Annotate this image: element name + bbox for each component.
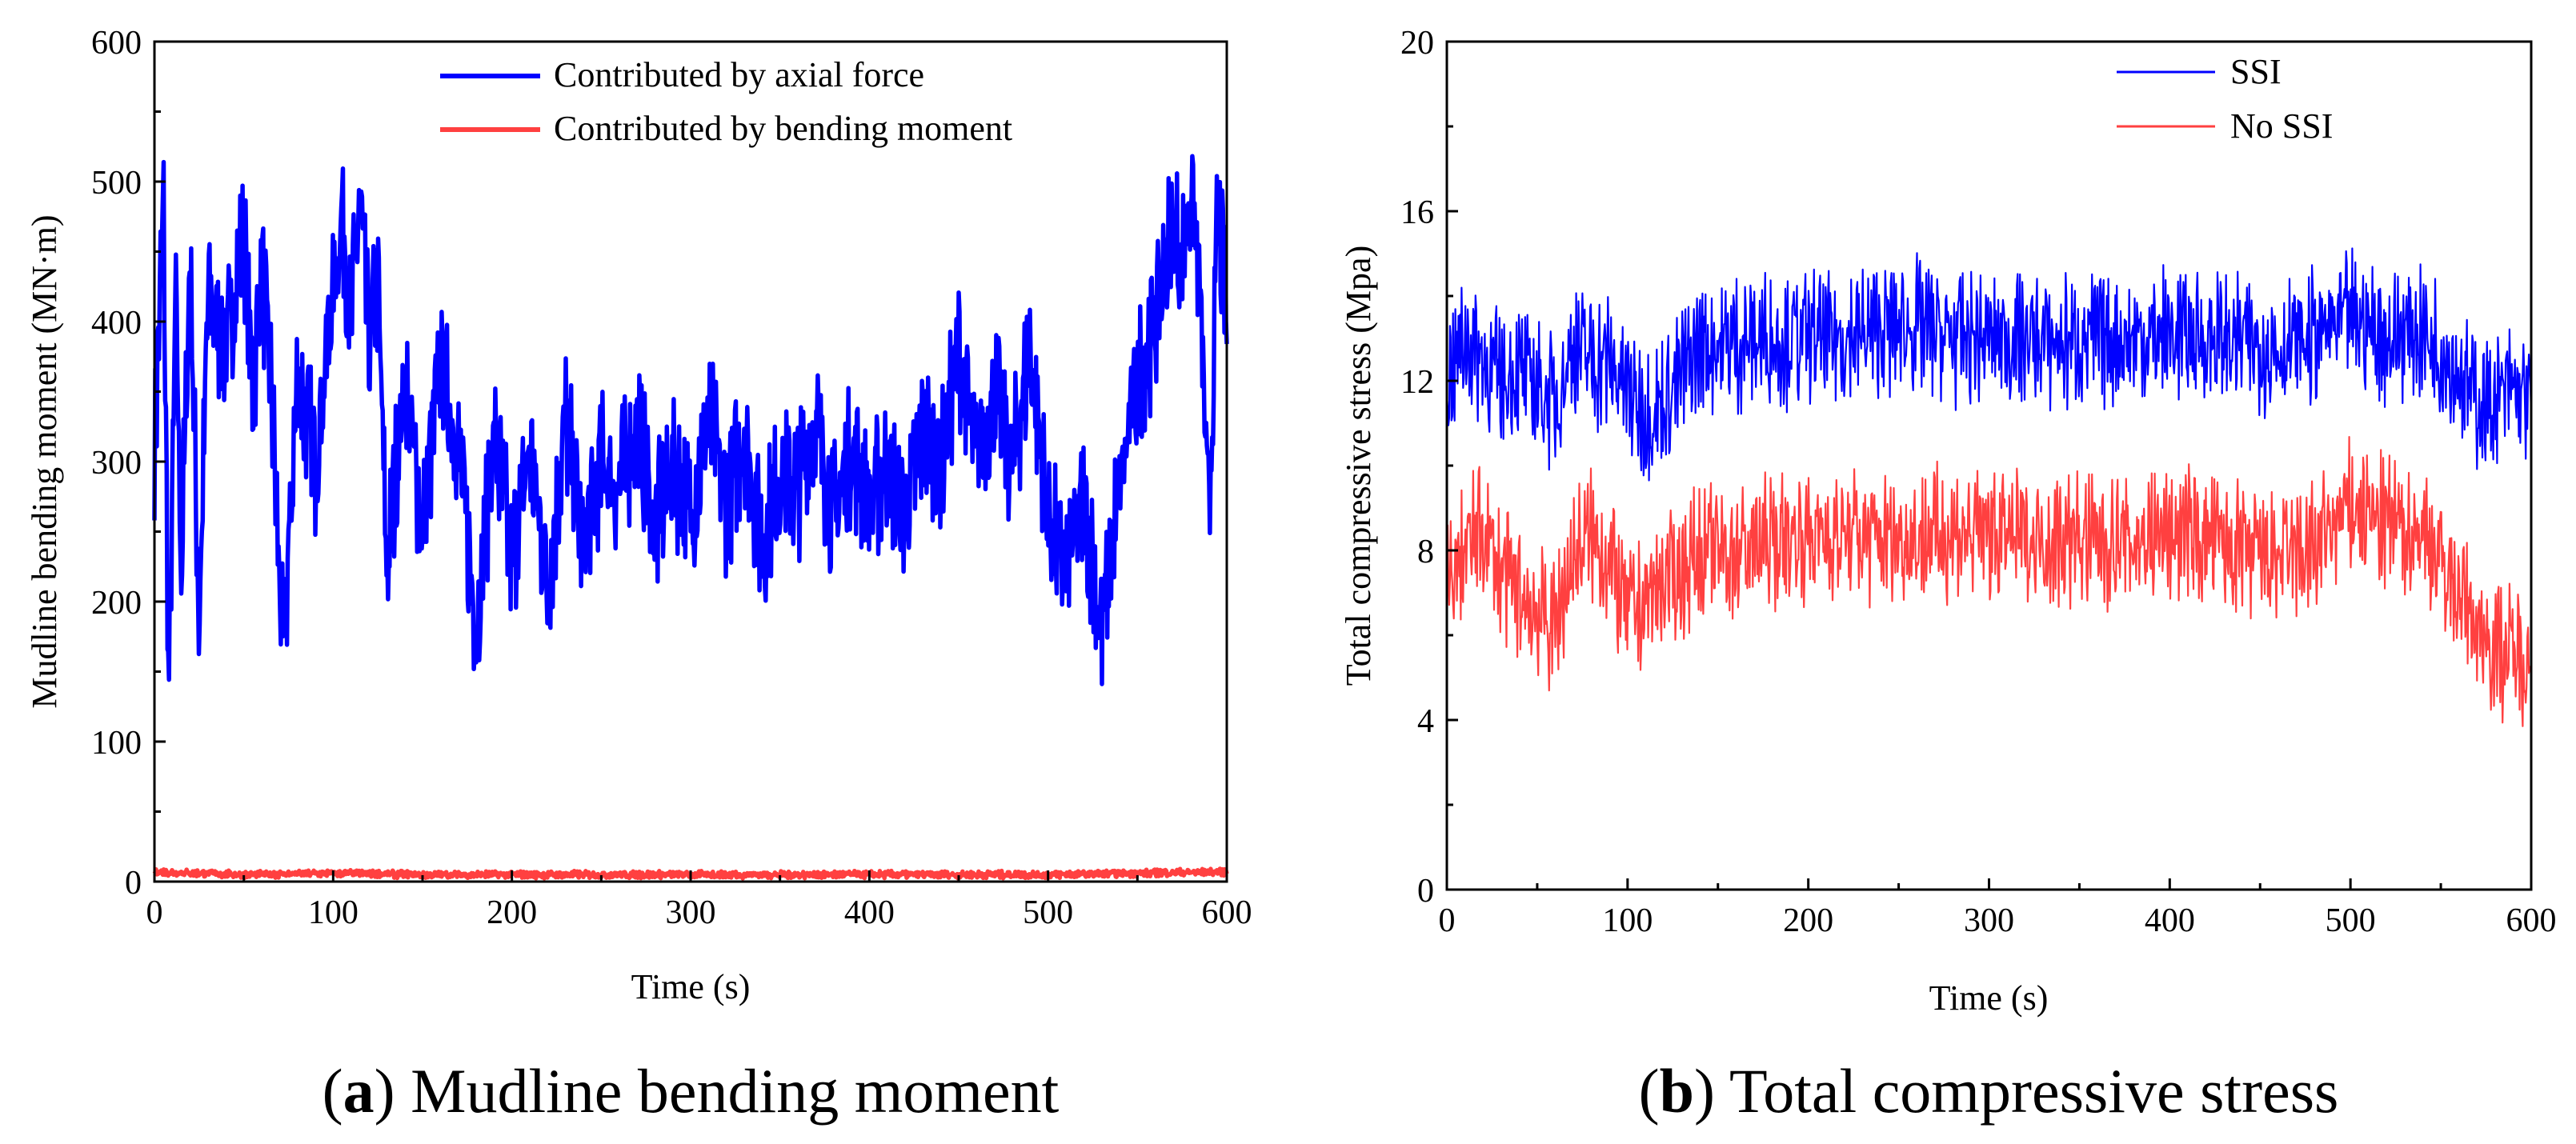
panel-b-series-2-line (1445, 436, 2533, 727)
panel-a-series-1-line (152, 154, 1229, 686)
panel-a-y-tick-label: 400 (91, 305, 142, 342)
panel-a-y-tick-label: 300 (91, 445, 142, 482)
panel-a-series (152, 154, 1229, 881)
panel-b-series (1445, 247, 2533, 727)
panel-b-y-tick-label: 8 (1417, 534, 1434, 570)
panel-b-x-tick-label: 600 (2506, 902, 2557, 939)
panel-a-x-tick-label: 100 (308, 894, 359, 931)
panel-b-y-tick-label: 4 (1417, 703, 1434, 740)
panel-b-x-axis-title: Time (s) (1929, 978, 2049, 1018)
panel-a-y-tick-label: 500 (91, 165, 142, 202)
panel-b-y-tick-label: 12 (1400, 364, 1434, 401)
panel-b-plot-frame (1445, 40, 2533, 891)
panel-a-y-tick-label: 600 (91, 25, 142, 62)
panel-b-x-tick-label: 0 (1439, 902, 1456, 939)
panel-b-legend: SSI No SSI (2117, 52, 2333, 146)
panel-b-x-tick-label: 500 (2326, 902, 2376, 939)
panel-a-x-tick-label: 600 (1202, 894, 1252, 931)
panel-a-caption-letter: a (343, 1056, 375, 1126)
panel-b-y-tick-label: 0 (1417, 873, 1434, 910)
panel-a-x-tick-label: 0 (146, 894, 163, 931)
panel-b-x-ticks: 0 100 200 300 400 500 600 (1439, 878, 2557, 939)
panel-b-y-ticks: 0 4 8 12 16 20 (1400, 25, 1458, 910)
panel-a-legend: Contributed by axial force Contributed b… (440, 55, 1012, 148)
panel-b-caption-letter: b (1660, 1056, 1694, 1126)
panel-a-caption: (a) Mudline bending moment (323, 1056, 1060, 1126)
panel-a-y-tick-label: 200 (91, 585, 142, 622)
panel-b-legend-label-ssi: SSI (2230, 52, 2282, 91)
panel-b-x-tick-label: 400 (2145, 902, 2195, 939)
panel-b-x-tick-label: 300 (1964, 902, 2014, 939)
panel-a-y-tick-label: 100 (91, 725, 142, 762)
panel-b-chart: 0 100 200 300 400 500 600 0 4 8 12 16 20 Time (s) T… (1339, 25, 2557, 1126)
panel-b-y-tick-label: 16 (1400, 194, 1434, 231)
panel-b-caption: (b) Total compressive stress (1639, 1056, 2339, 1126)
panel-a-x-tick-label: 400 (844, 894, 895, 931)
panel-a-caption-text: Mudline bending moment (395, 1056, 1060, 1126)
panel-a-x-axis-title: Time (s) (631, 967, 751, 1006)
panel-b-y-axis-title: Total compressive stress (Mpa) (1339, 246, 1378, 686)
panel-a-x-ticks: 0 100 200 300 400 500 600 (146, 870, 1252, 931)
panel-b-x-tick-label: 100 (1602, 902, 1653, 939)
panel-b-y-tick-label: 20 (1400, 25, 1434, 62)
panel-a-x-tick-label: 300 (666, 894, 716, 931)
panel-a-y-axis-title: Mudline bending moment (MN·m) (25, 214, 64, 708)
panel-b-series-1-line (1445, 247, 2533, 482)
panel-a-chart: 0 100 200 300 400 500 600 0100200300400500600 … (25, 25, 1252, 1126)
panel-a-x-tick-label: 500 (1023, 894, 1073, 931)
panel-a-y-tick-label: 0 (125, 865, 142, 902)
panel-a-legend-label-axial: Contributed by axial force (554, 55, 924, 94)
panel-a-y-ticks: 0 100 200 300 400 500 600 (91, 25, 166, 902)
panel-b-caption-text: Total compressive stress (1715, 1056, 2338, 1126)
panel-a-legend-label-bending: Contributed by bending moment (554, 109, 1012, 148)
panel-a-x-tick-label: 200 (487, 894, 537, 931)
panel-b-x-tick-label: 200 (1783, 902, 1833, 939)
panel-b-legend-label-no-ssi: No SSI (2230, 106, 2333, 146)
panel-b-axes (1445, 40, 2533, 891)
